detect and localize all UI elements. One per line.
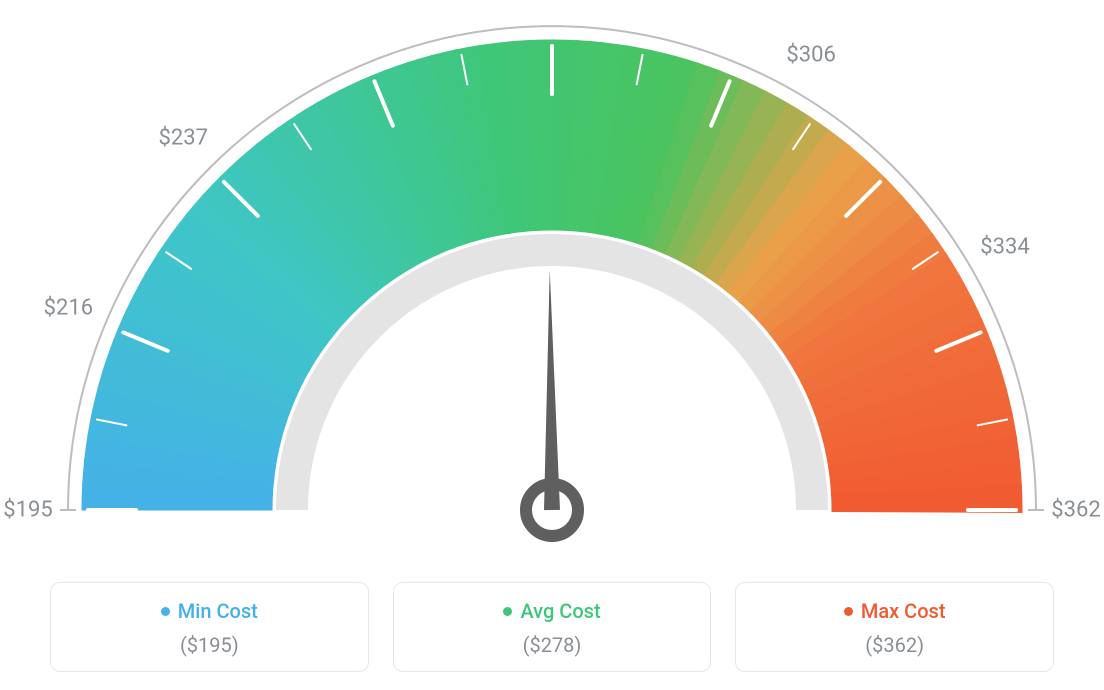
legend-label-max: Max Cost — [861, 599, 946, 623]
gauge-tick-label: $334 — [980, 234, 1029, 259]
legend-title-avg: Avg Cost — [503, 599, 600, 623]
gauge-tick-label: $216 — [44, 296, 93, 321]
gauge-svg — [0, 0, 1104, 560]
legend-value-max: ($362) — [746, 633, 1043, 657]
legend-label-min: Min Cost — [178, 599, 258, 623]
legend-dot-avg — [503, 607, 512, 616]
gauge-tick-label: $237 — [158, 125, 207, 150]
legend-value-avg: ($278) — [404, 633, 701, 657]
legend-card-avg: Avg Cost ($278) — [393, 582, 712, 672]
gauge-tick-label: $306 — [786, 42, 835, 67]
legend-card-max: Max Cost ($362) — [735, 582, 1054, 672]
legend-card-min: Min Cost ($195) — [50, 582, 369, 672]
gauge-chart: $195$216$237$278$306$334$362 — [0, 0, 1104, 560]
legend-value-min: ($195) — [61, 633, 358, 657]
legend-title-min: Min Cost — [161, 599, 258, 623]
legend-row: Min Cost ($195) Avg Cost ($278) Max Cost… — [50, 582, 1054, 672]
legend-dot-min — [161, 607, 170, 616]
gauge-tick-label: $195 — [3, 498, 52, 523]
gauge-tick-label: $362 — [1051, 498, 1100, 523]
legend-label-avg: Avg Cost — [520, 599, 600, 623]
legend-dot-max — [844, 607, 853, 616]
legend-title-max: Max Cost — [844, 599, 946, 623]
